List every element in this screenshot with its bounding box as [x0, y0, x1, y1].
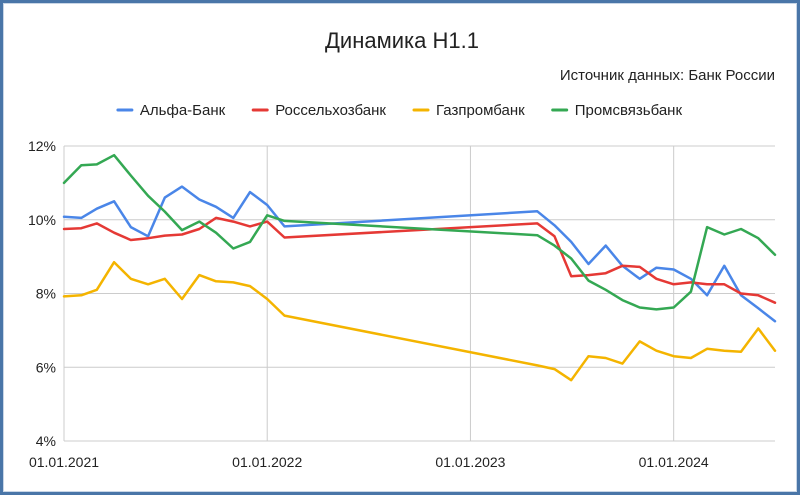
legend-label: Альфа-Банк [140, 102, 226, 119]
legend-item: Газпромбанк [412, 102, 525, 119]
series-lines [62, 153, 777, 382]
legend-item: Альфа-Банк [116, 102, 226, 119]
y-tick-label: 10% [28, 212, 56, 228]
legend: Альфа-Банк Россельхозбанк Газпромбанк Промс… [116, 102, 683, 119]
y-gridlines [64, 145, 775, 442]
y-tick-label: 8% [36, 286, 56, 302]
legend-label: Россельхозбанк [275, 102, 386, 119]
legend-label: Газпромбанк [436, 102, 525, 119]
x-axis-ticks: 01.01.2021 01.01.2022 01.01.2023 01.01.2024 [29, 454, 709, 470]
chart-subtitle: Источник данных: Банк России [560, 67, 775, 84]
series-line-2 [62, 216, 777, 304]
chart-frame [3, 3, 797, 492]
series-line-4 [62, 153, 777, 311]
chart-title: Динамика Н1.1 [325, 28, 479, 53]
y-tick-label: 4% [36, 433, 56, 449]
series-line-3 [62, 260, 777, 382]
x-gridlines [63, 146, 675, 441]
x-tick-label: 01.01.2023 [435, 454, 505, 470]
y-axis-ticks: 4% 6% 8% 10% 12% [28, 138, 56, 449]
y-tick-label: 6% [36, 359, 56, 375]
x-tick-label: 01.01.2022 [232, 454, 302, 470]
x-tick-label: 01.01.2021 [29, 454, 99, 470]
x-tick-label: 01.01.2024 [639, 454, 709, 470]
legend-label: Промсвязьбанк [575, 102, 683, 119]
legend-item: Промсвязьбанк [551, 102, 683, 119]
legend-item: Россельхозбанк [251, 102, 386, 119]
y-tick-label: 12% [28, 138, 56, 154]
series-line-1 [62, 185, 777, 323]
